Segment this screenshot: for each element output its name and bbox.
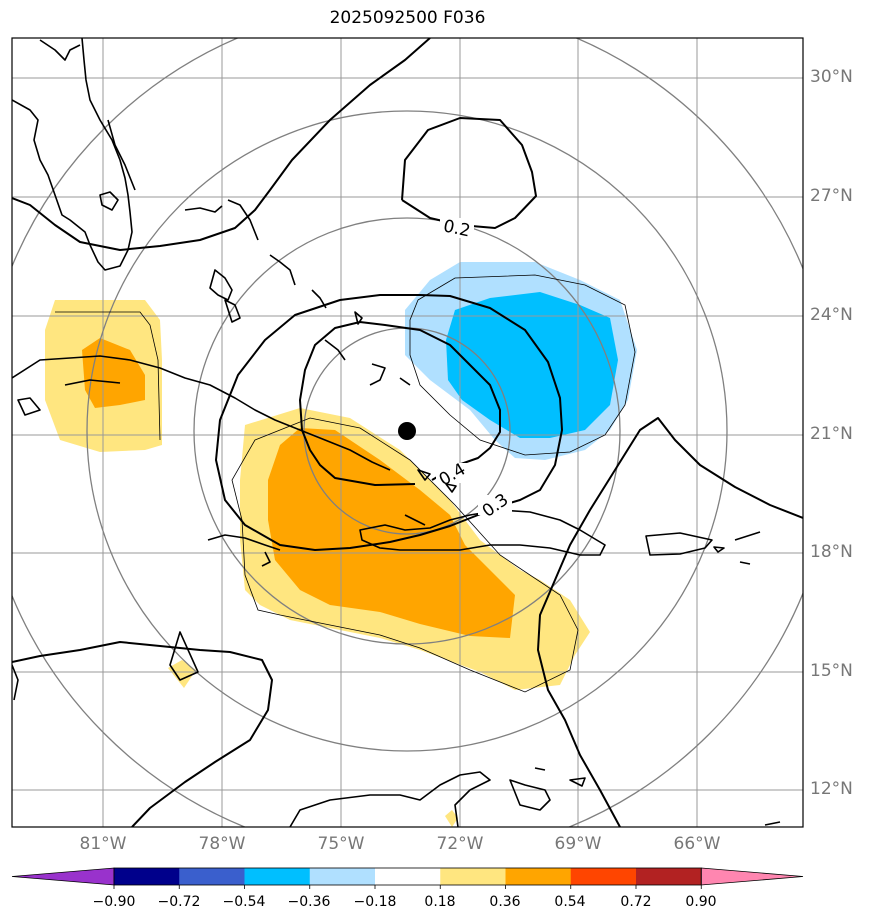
colorbar-tick-label: 0.36 xyxy=(489,894,521,910)
colorbar-swatch xyxy=(179,868,245,885)
lon-label: 72°W xyxy=(436,834,484,854)
colorbar-tick-label: −0.54 xyxy=(222,894,266,910)
coastlines xyxy=(12,38,781,827)
lon-label: 69°W xyxy=(554,834,602,854)
colorbar-swatch xyxy=(375,868,441,885)
field-contours xyxy=(12,38,803,827)
lat-label: 18°N xyxy=(810,542,853,562)
colorbar-tick-label: −0.36 xyxy=(287,894,331,910)
colorbar xyxy=(11,867,804,889)
graticule xyxy=(12,38,803,827)
colorbar-tick-label: −0.18 xyxy=(353,894,397,910)
colorbar-swatch xyxy=(505,868,572,885)
contour-label-bg xyxy=(440,218,474,238)
lat-label: 12°N xyxy=(810,779,853,799)
contour-0.2-southeast xyxy=(537,417,803,827)
colorbar-swatch xyxy=(570,868,637,885)
lat-label: 30°N xyxy=(810,67,853,87)
lat-label: 15°N xyxy=(810,661,853,681)
colorbar-swatch xyxy=(244,868,311,885)
colorbar-tick-label: 0.54 xyxy=(554,894,586,910)
shading-outline xyxy=(55,274,636,693)
colorbar-swatch xyxy=(309,868,376,885)
lat-label: 24°N xyxy=(810,305,853,325)
contour-label-bg xyxy=(478,495,512,515)
map-title: 2025092500 F036 xyxy=(329,8,486,28)
storm-center-marker xyxy=(398,422,416,440)
colorbar-swatch xyxy=(636,868,702,885)
colorbar-swatch xyxy=(114,868,180,885)
lon-label: 66°W xyxy=(673,834,721,854)
colorbar-tick-label: 0.90 xyxy=(685,894,717,910)
lon-label: 81°W xyxy=(79,834,127,854)
contour-0.3-outer xyxy=(215,294,563,551)
colorbar-frame xyxy=(113,867,702,886)
map-frame xyxy=(11,37,804,828)
contour-0.3-ring xyxy=(299,321,501,486)
lon-label: 78°W xyxy=(198,834,246,854)
lon-label: 75°W xyxy=(317,834,365,854)
lat-label: 27°N xyxy=(810,186,853,206)
colorbar-tick-label: 0.18 xyxy=(424,894,456,910)
negative-anomaly-dark xyxy=(446,292,618,438)
colorbar-swatch xyxy=(440,868,506,885)
colorbar-tick-label: 0.72 xyxy=(620,894,652,910)
positive-anomaly-light xyxy=(168,660,196,688)
contour-label-bg xyxy=(436,463,468,483)
contour-0.2-southwest xyxy=(12,641,273,827)
colorbar-extend-low xyxy=(11,867,115,886)
positive-anomaly-light xyxy=(445,810,458,827)
colorbar-tick-label: −0.72 xyxy=(157,894,201,910)
colorbar-extend-high xyxy=(700,867,804,886)
contour-0.2-west xyxy=(12,38,431,251)
lat-label: 21°N xyxy=(810,424,853,444)
colorbar-tick-label: −0.90 xyxy=(92,894,136,910)
